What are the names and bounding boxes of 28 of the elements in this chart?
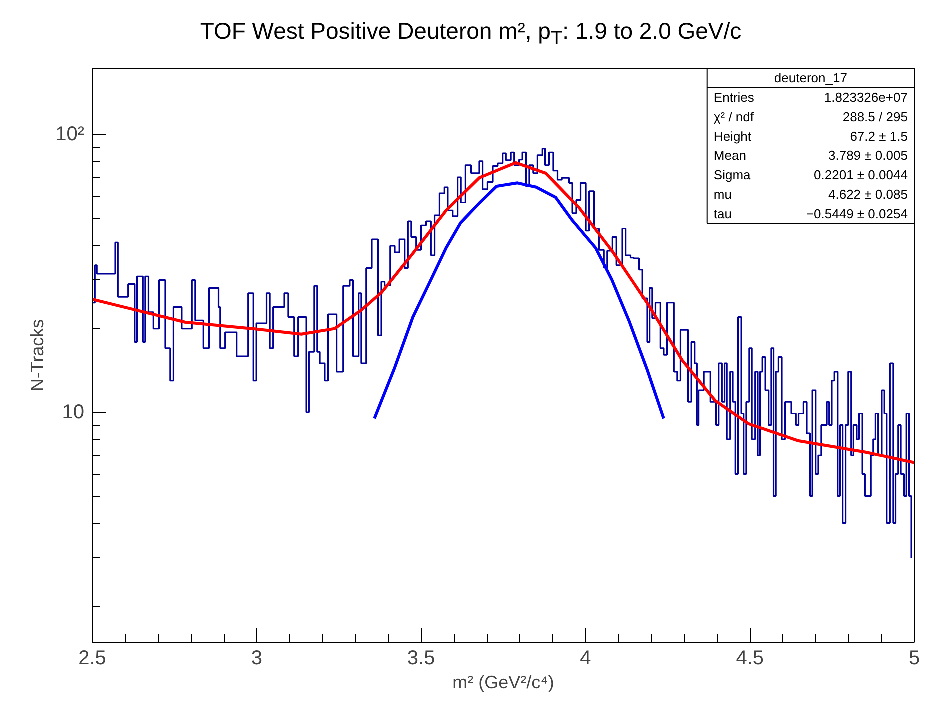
- annotation: 288.5 / 295: [842, 109, 908, 124]
- x-tick-label: 4.5: [736, 648, 764, 670]
- y-axis-title: N-Tracks: [28, 319, 48, 392]
- annotation: −0.5449 ± 0.0254: [806, 206, 908, 222]
- annotation: deuteron_17: [774, 70, 848, 86]
- y-tick-label: 10: [62, 402, 85, 424]
- annotation: 3.789 ± 0.005: [828, 148, 908, 164]
- x-tick-label: 2.5: [78, 648, 106, 670]
- annotation: mu: [714, 186, 732, 202]
- annotation: 0.2201 ± 0.0044: [814, 168, 908, 183]
- y-tick-label: 10²: [56, 123, 85, 146]
- annotation: 1.823326e+07: [824, 90, 908, 106]
- annotation: χ² / ndf: [714, 109, 754, 124]
- x-axis-title: m² (GeV²/c⁴): [452, 672, 554, 692]
- line-series: [373, 182, 666, 420]
- annotation: Sigma: [714, 168, 752, 183]
- annotation: Mean: [714, 148, 746, 164]
- annotation: 67.2 ± 1.5: [850, 128, 908, 144]
- x-tick-label: 3.5: [407, 648, 436, 670]
- annotation: Entries: [714, 90, 755, 106]
- x-tick-label: 3: [251, 648, 262, 670]
- line-series: [92, 161, 914, 464]
- x-tick-label: 5: [908, 648, 920, 670]
- annotation: Height: [714, 128, 752, 144]
- chart-title: TOF West Positive Deuteron m², p$_{T}$: 1.9 to 2.0 GeV/c: [199, 17, 743, 52]
- x-tick-label: 4: [580, 648, 592, 670]
- annotation: tau: [714, 206, 732, 222]
- annotation: 4.622 ± 0.085: [828, 186, 908, 202]
